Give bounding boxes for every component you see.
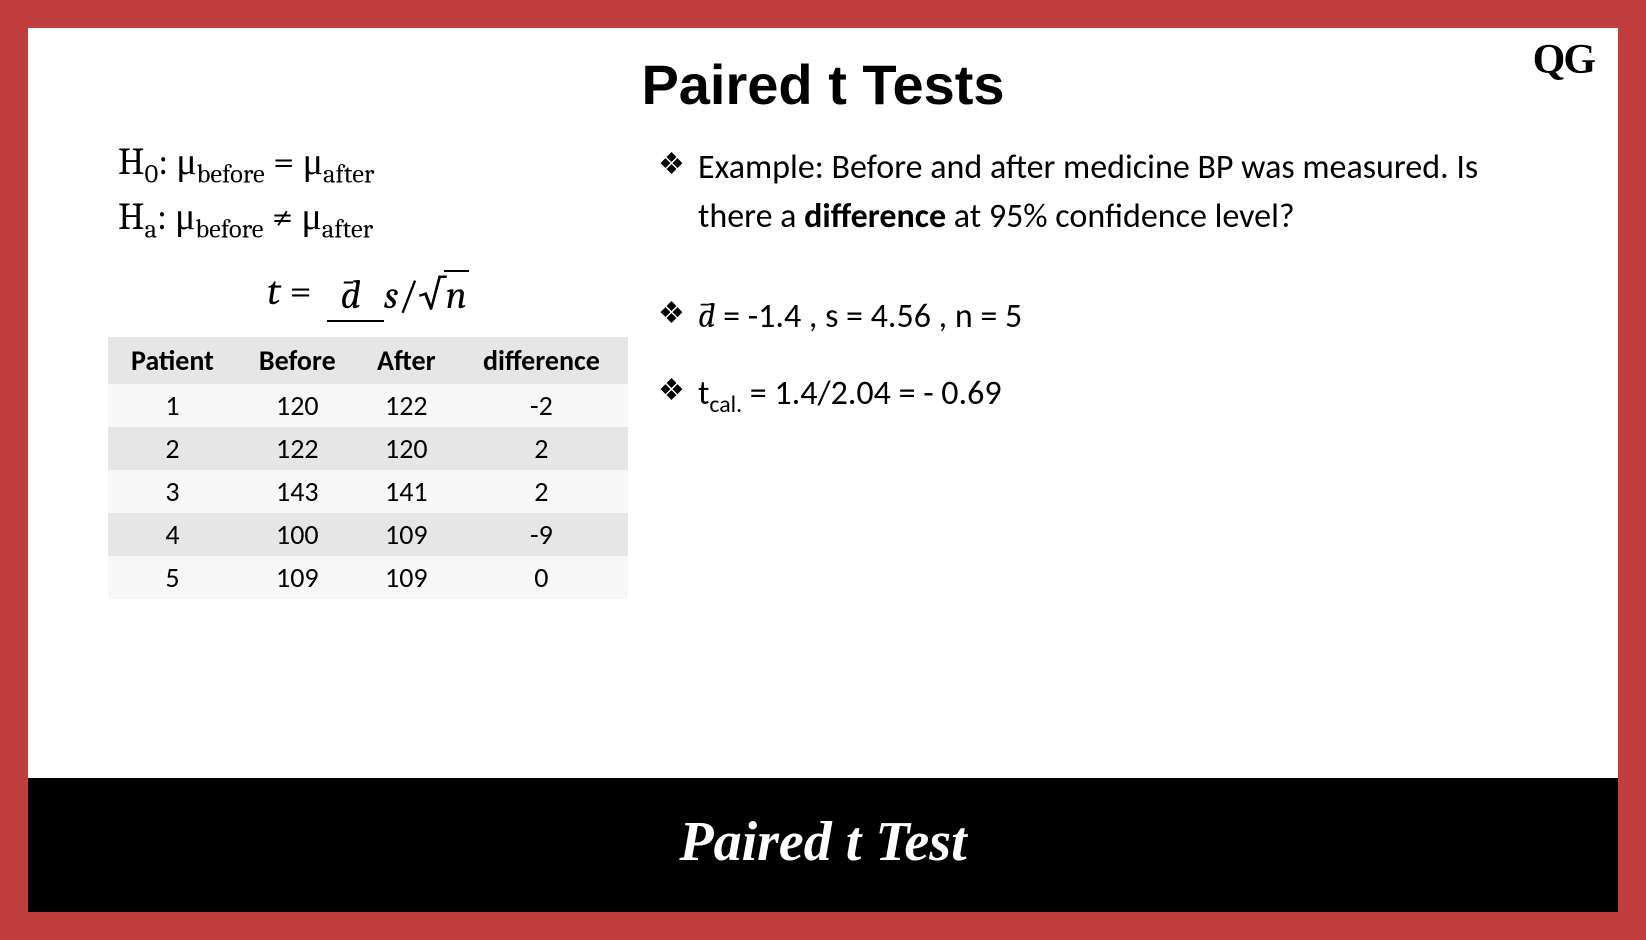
ha-rhs: μ [301,195,321,239]
table-header-row: Patient Before After difference [108,337,628,384]
cell: 5 [108,556,237,599]
h0-lhs-sub: before [197,159,265,190]
sqrt-wrap: √n [418,270,469,319]
b3-sub: cal. [709,390,742,419]
ha-lhs-sub: before [195,214,263,245]
ha-lhs: μ [175,195,195,239]
slide: QG Paired t Tests H0: μbefore = μafter H… [28,28,1618,912]
table-row: 3 143 141 2 [108,470,628,513]
col-after: After [358,337,455,384]
table-row: 5 109 109 0 [108,556,628,599]
cell: 122 [237,427,358,470]
formula-lhs: t [267,268,281,314]
cell: 143 [237,470,358,513]
b1-suffix: at 95% confidence level? [946,196,1295,237]
alt-hypothesis: Ha: μbefore ≠ μafter [118,192,628,247]
footer-banner: Paired t Test [28,778,1618,912]
b2-rest: = -1.4 , s = 4.56 , n = 5 [715,296,1022,337]
table-head: Patient Before After difference [108,337,628,384]
ha-rhs-sub: after [322,214,374,245]
cell: 3 [108,470,237,513]
cell: 2 [455,470,628,513]
b1-bold: difference [804,196,946,237]
formula-numerator: d [327,272,384,322]
cell: 109 [237,556,358,599]
cell: 120 [358,427,455,470]
cell: 1 [108,384,237,427]
data-table: Patient Before After difference 1 120 12… [108,337,628,599]
t-formula: t = d s/√n [108,268,628,319]
formula-eq: = [290,268,312,314]
cell: -9 [455,513,628,556]
hypotheses-block: H0: μbefore = μafter Ha: μbefore ≠ μafte… [108,137,628,248]
col-patient: Patient [108,337,237,384]
formula-fraction: d s/√n [327,270,469,319]
h0-label: H [118,140,144,184]
h0-sub: 0 [144,159,158,190]
cell: 120 [237,384,358,427]
cell: 109 [358,556,455,599]
b2-dbar: d [698,292,715,341]
den-s: s [384,272,399,318]
cell: 4 [108,513,237,556]
cell: 2 [108,427,237,470]
slide-title: Paired t Tests [28,28,1618,137]
h0-rhs: μ [303,140,323,184]
h0-op: = [273,140,294,184]
sqrt-arg: n [444,270,469,318]
cell: 141 [358,470,455,513]
cell: 109 [358,513,455,556]
formula-denominator: s/√n [384,270,469,318]
cell: -2 [455,384,628,427]
brand-logo: QG [1533,36,1594,84]
table-row: 1 120 122 -2 [108,384,628,427]
h0-lhs: μ [176,140,196,184]
cell: 2 [455,427,628,470]
null-hypothesis: H0: μbefore = μafter [118,137,628,192]
bullet-tcal: tcal. = 1.4/2.04 = - 0.69 [658,369,1558,422]
ha-label: H [118,195,144,239]
right-column: Example: Before and after medicine BP wa… [658,137,1558,768]
ha-sub: a [144,214,157,245]
table-row: 2 122 120 2 [108,427,628,470]
table-row: 4 100 109 -9 [108,513,628,556]
h0-rhs-sub: after [323,159,375,190]
cell: 122 [358,384,455,427]
col-before: Before [237,337,358,384]
table-body: 1 120 122 -2 2 122 120 2 3 143 141 [108,384,628,599]
left-column: H0: μbefore = μafter Ha: μbefore ≠ μafte… [108,137,628,768]
bullet-list: Example: Before and after medicine BP wa… [658,143,1558,422]
content-area: H0: μbefore = μafter Ha: μbefore ≠ μafte… [28,137,1618,778]
den-slash: / [398,272,418,318]
bullet-stats: d = -1.4 , s = 4.56 , n = 5 [658,292,1558,341]
sqrt-symbol: √ [418,270,446,319]
col-difference: difference [455,337,628,384]
cell: 100 [237,513,358,556]
b3-t: t [698,373,709,414]
b3-rest: = 1.4/2.04 = - 0.69 [742,373,1001,414]
ha-op: ≠ [272,195,293,239]
d-bar-symbol: d [341,272,362,318]
bullet-example: Example: Before and after medicine BP wa… [658,143,1558,242]
cell: 0 [455,556,628,599]
